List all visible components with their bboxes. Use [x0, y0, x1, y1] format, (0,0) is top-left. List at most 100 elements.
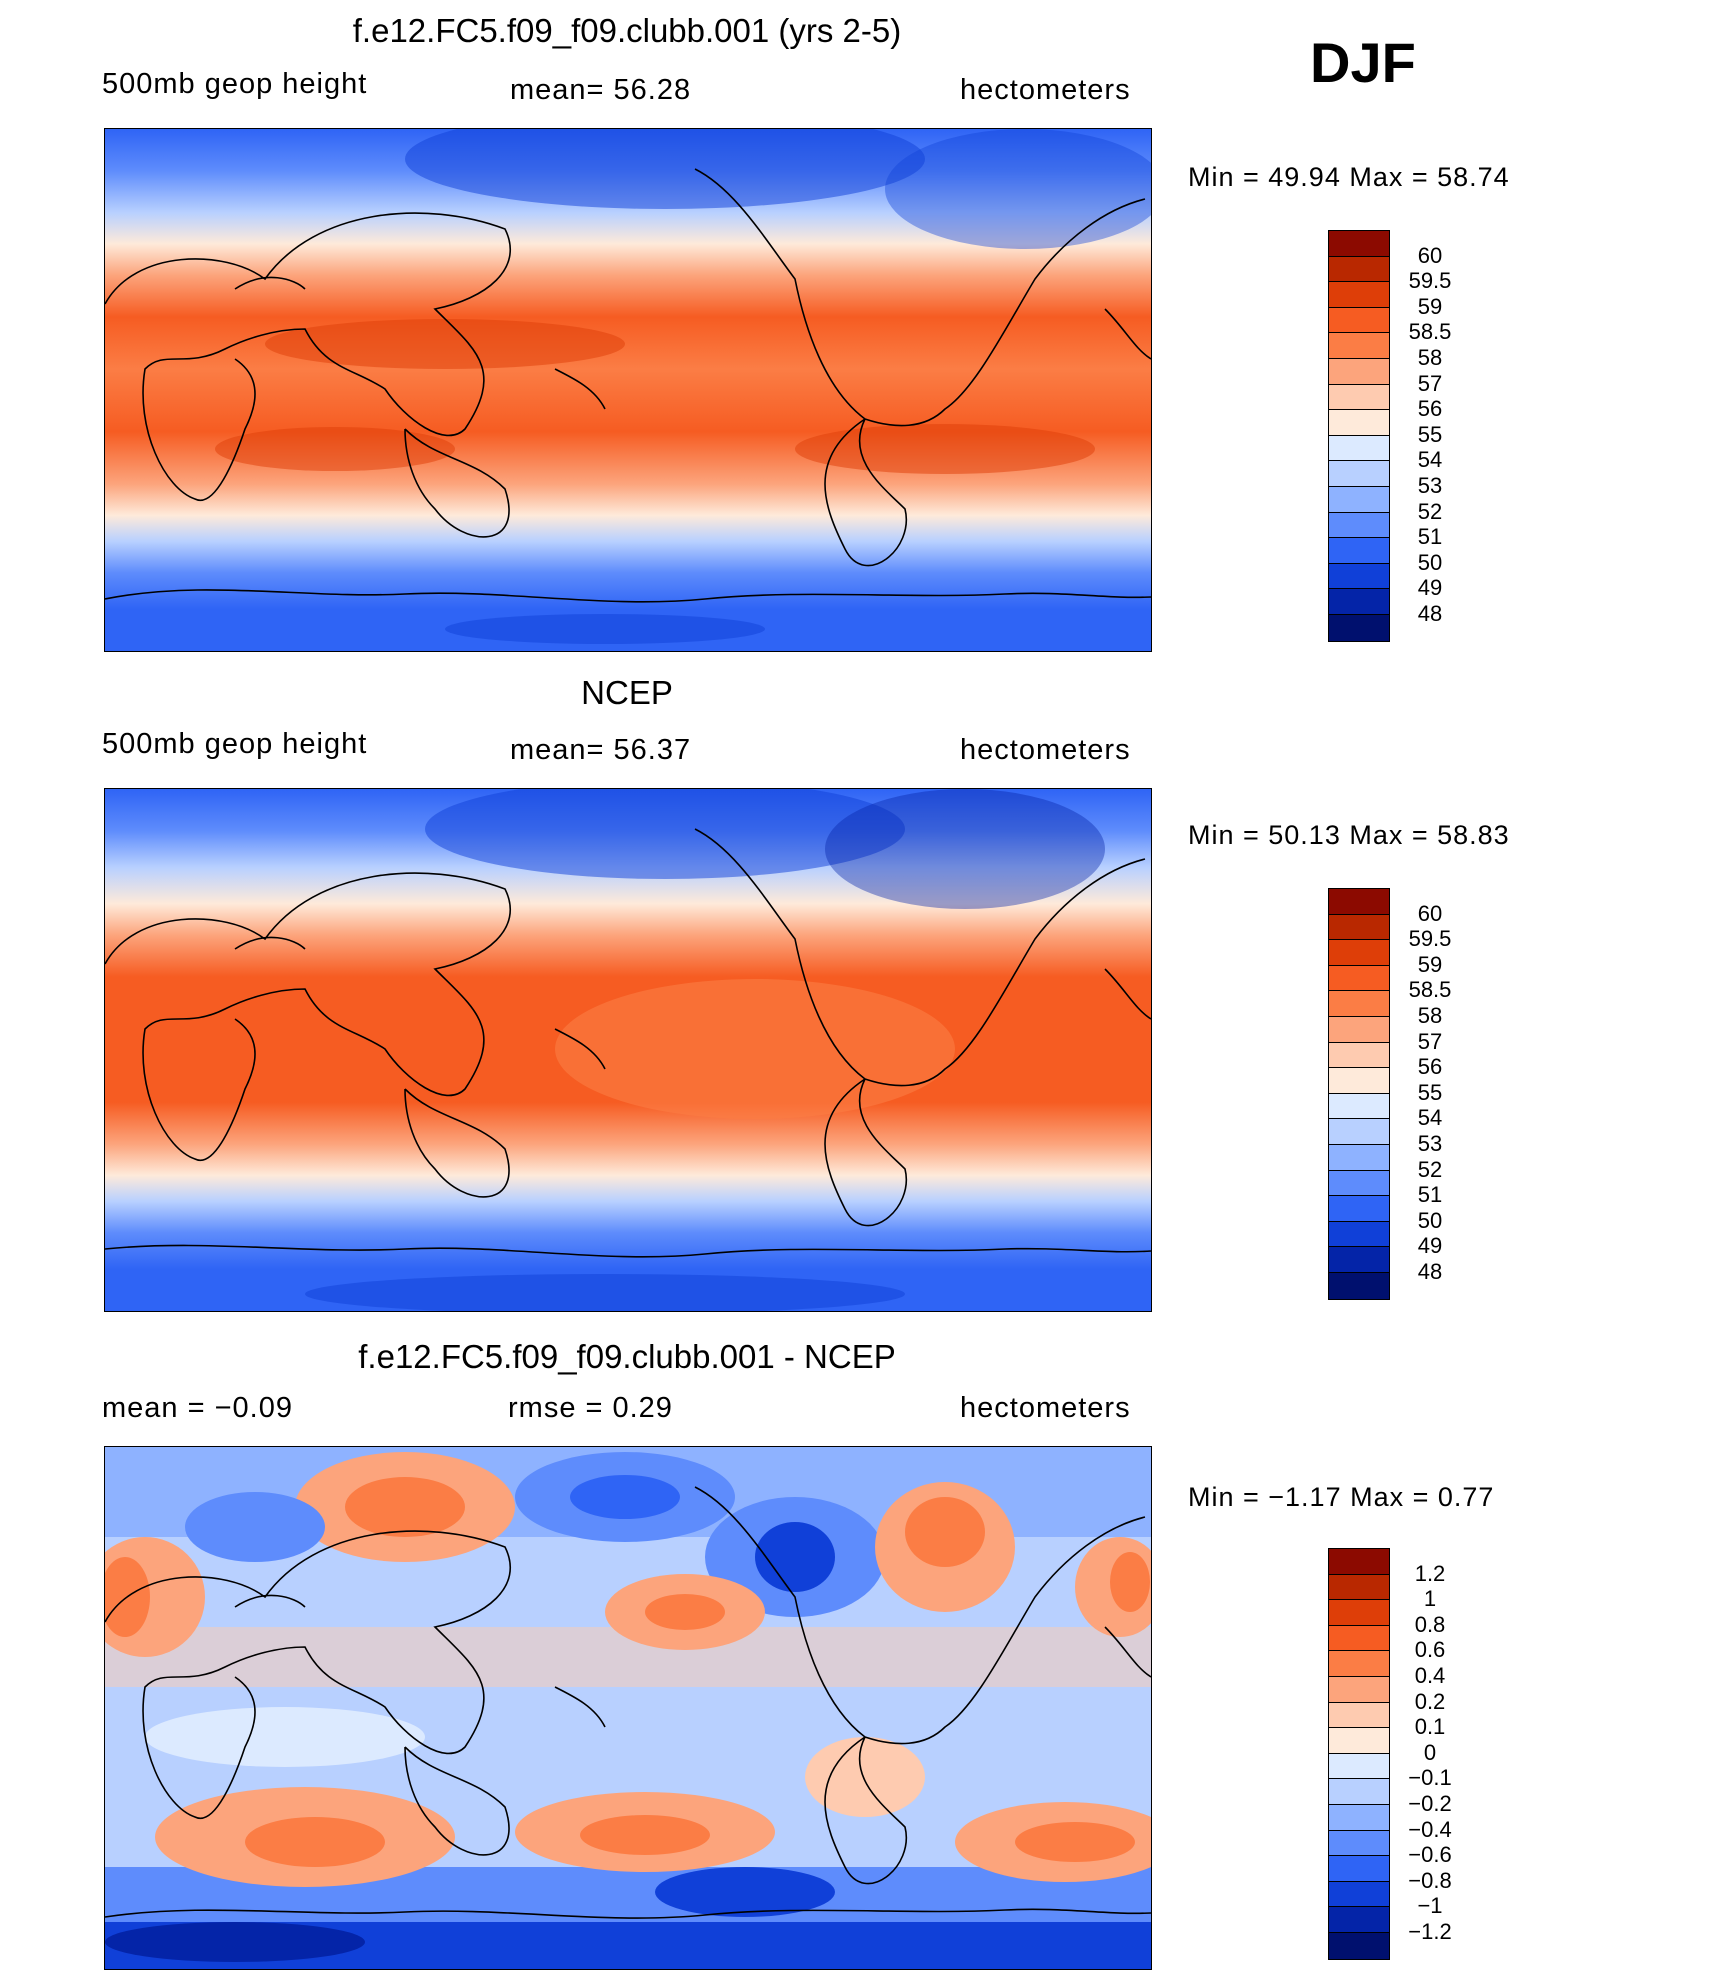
- colorbar-level-label: 0.6: [1414, 1637, 1446, 1663]
- colorbar-level-label: 55: [1417, 1079, 1443, 1105]
- units-label: hectometers: [960, 74, 1131, 106]
- colorbar-swatch: [1329, 435, 1389, 462]
- colorbar: [1328, 888, 1390, 1300]
- panel-title: NCEP: [581, 674, 673, 711]
- colorbar-swatch: [1329, 965, 1389, 992]
- colorbar-swatch: [1329, 282, 1389, 308]
- colorbar-swatch: [1329, 512, 1389, 539]
- colorbar-level-label: −1.2: [1408, 1919, 1452, 1944]
- colorbar-swatch: [1329, 1196, 1389, 1222]
- colorbar-level-label: 53: [1417, 473, 1443, 498]
- colorbar-level-label: 54: [1417, 1105, 1443, 1131]
- colorbar-swatch: [1329, 563, 1389, 590]
- colorbar-swatch: [1329, 1728, 1389, 1754]
- map-ncep: [104, 788, 1152, 1312]
- minmax-label: Min = 49.94 Max = 58.74: [1188, 162, 1510, 192]
- colorbar-level-label: 52: [1417, 1156, 1443, 1182]
- colorbar-swatch: [1329, 889, 1389, 915]
- colorbar-level-label: −0.4: [1408, 1816, 1452, 1842]
- colorbar-swatch: [1329, 940, 1389, 966]
- colorbar-level-label: 53: [1417, 1131, 1443, 1156]
- colorbar-level-label: 58: [1417, 1003, 1443, 1028]
- colorbar-level-label: 56: [1417, 1054, 1443, 1080]
- colorbar-swatch: [1329, 1119, 1389, 1145]
- mean-label: mean = −0.09: [102, 1392, 293, 1424]
- mean-label: mean= 56.28: [510, 74, 692, 106]
- colorbar-swatch: [1329, 1272, 1389, 1299]
- colorbar-swatch: [1329, 384, 1389, 411]
- season-label: DJF: [1310, 31, 1416, 94]
- colorbar-level-label: 49: [1417, 575, 1443, 601]
- colorbar-level-label: 54: [1417, 447, 1443, 473]
- colorbar-level-label: 57: [1417, 370, 1443, 396]
- colorbar-swatch: [1329, 1600, 1389, 1626]
- colorbar-level-label: 51: [1417, 1182, 1443, 1208]
- minmax-label: Min = −1.17 Max = 0.77: [1188, 1482, 1495, 1512]
- colorbar-level-label: 0.1: [1414, 1714, 1446, 1740]
- colorbar: [1328, 1548, 1390, 1960]
- colorbar-swatch: [1329, 614, 1389, 641]
- colorbar-level-label: 58: [1417, 345, 1443, 370]
- colorbar-swatch: [1329, 1068, 1389, 1094]
- colorbar-swatch: [1329, 333, 1389, 359]
- colorbar-swatch: [1329, 914, 1389, 941]
- colorbar-swatch: [1329, 358, 1389, 385]
- colorbar-swatch: [1329, 410, 1389, 436]
- colorbar-level-label: −0.6: [1408, 1842, 1452, 1868]
- colorbar-level-label: 59.5: [1408, 268, 1452, 294]
- map-difference: [104, 1446, 1152, 1970]
- colorbar-level-label: −0.1: [1408, 1765, 1452, 1791]
- colorbar-level-label: 58.5: [1408, 977, 1452, 1003]
- minmax-label: Min = 50.13 Max = 58.83: [1188, 820, 1510, 850]
- colorbar-swatch: [1329, 1093, 1389, 1120]
- colorbar-level-label: 48: [1417, 1259, 1443, 1284]
- colorbar-swatch: [1329, 1247, 1389, 1273]
- colorbar-swatch: [1329, 1856, 1389, 1882]
- colorbar-swatch: [1329, 1170, 1389, 1197]
- colorbar-level-label: 0.8: [1414, 1611, 1446, 1637]
- colorbar: [1328, 230, 1390, 642]
- colorbar-swatch: [1329, 1016, 1389, 1043]
- rmse-label: rmse = 0.29: [508, 1392, 673, 1424]
- colorbar-swatch: [1329, 1221, 1389, 1248]
- colorbar-level-label: 50: [1417, 1207, 1443, 1233]
- colorbar-level-label: 1: [1423, 1586, 1437, 1612]
- colorbar-swatch: [1329, 991, 1389, 1017]
- colorbar-level-label: 48: [1417, 601, 1443, 626]
- colorbar-swatch: [1329, 1907, 1389, 1933]
- colorbar-swatch: [1329, 1625, 1389, 1652]
- colorbar-swatch: [1329, 1042, 1389, 1069]
- colorbar-level-label: 56: [1417, 396, 1443, 422]
- colorbar-level-label: 52: [1417, 498, 1443, 524]
- colorbar-swatch: [1329, 486, 1389, 513]
- colorbar-swatch: [1329, 1932, 1389, 1959]
- colorbar-level-label: 0.2: [1414, 1688, 1446, 1714]
- colorbar-level-label: 0.4: [1414, 1663, 1446, 1688]
- colorbar-level-label: −0.2: [1408, 1791, 1452, 1816]
- colorbar-swatch: [1329, 1549, 1389, 1575]
- units-label: hectometers: [960, 734, 1131, 766]
- colorbar-level-label: −0.8: [1408, 1867, 1452, 1893]
- units-label: hectometers: [960, 1392, 1131, 1424]
- map-model: [104, 128, 1152, 652]
- colorbar-level-label: 0: [1423, 1739, 1437, 1765]
- colorbar-swatch: [1329, 1144, 1389, 1171]
- colorbar-level-label: 59: [1417, 293, 1443, 319]
- panel-title: f.e12.FC5.f09_f09.clubb.001 (yrs 2-5): [352, 12, 902, 49]
- colorbar-swatch: [1329, 1702, 1389, 1729]
- colorbar-swatch: [1329, 1574, 1389, 1601]
- colorbar-level-label: 1.2: [1414, 1560, 1446, 1586]
- colorbar-swatch: [1329, 1881, 1389, 1908]
- colorbar-level-label: 59.5: [1408, 926, 1452, 952]
- panel-title: f.e12.FC5.f09_f09.clubb.001 - NCEP: [358, 1338, 896, 1375]
- colorbar-swatch: [1329, 461, 1389, 487]
- colorbar-level-label: 51: [1417, 524, 1443, 550]
- variable-label: 500mb geop height: [102, 68, 368, 100]
- colorbar-level-label: 60: [1417, 900, 1443, 926]
- colorbar-swatch: [1329, 231, 1389, 257]
- colorbar-swatch: [1329, 1676, 1389, 1703]
- colorbar-swatch: [1329, 1804, 1389, 1831]
- colorbar-swatch: [1329, 256, 1389, 283]
- colorbar-swatch: [1329, 589, 1389, 615]
- colorbar-level-label: 50: [1417, 549, 1443, 575]
